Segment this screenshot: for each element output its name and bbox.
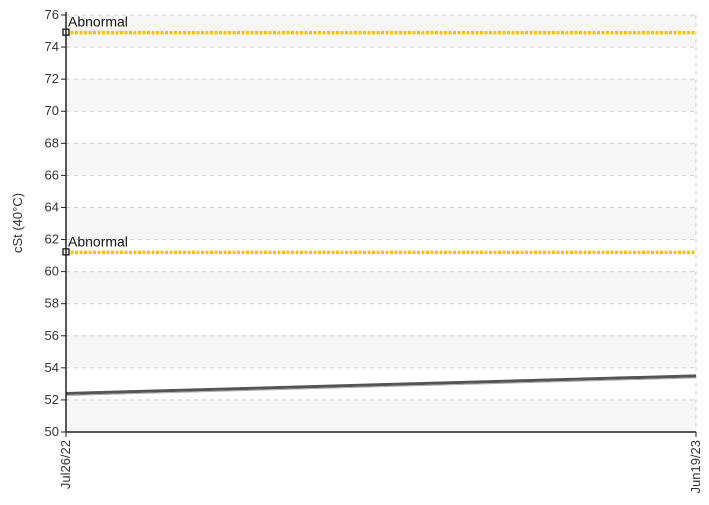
y-tick-label: 72 [45, 71, 59, 86]
y-tick-label: 66 [45, 167, 59, 182]
y-tick-label: 52 [45, 392, 59, 407]
y-tick-label: 50 [45, 424, 59, 439]
grid-band [66, 271, 696, 304]
y-tick-label: 62 [45, 232, 59, 247]
y-tick-label: 76 [45, 7, 59, 22]
grid-lines [65, 14, 697, 432]
y-tick-label: 58 [45, 296, 59, 311]
grid-band [66, 79, 696, 112]
series-line [65, 374, 697, 396]
y-tick-label: 68 [45, 135, 59, 150]
y-tick-labels: 50 52 54 56 58 60 62 64 66 68 70 72 74 76 [45, 7, 66, 439]
y-tick-label: 70 [45, 103, 59, 118]
x-tick-label: Jul26/22 [58, 440, 73, 489]
y-tick-label: 74 [45, 39, 59, 54]
x-tick-label: Jun19/23 [688, 440, 703, 494]
y-tick-label: 54 [45, 360, 59, 375]
limit-label: Abnormal [68, 233, 128, 249]
y-tick-label: 56 [45, 328, 59, 343]
y-tick-label: 60 [45, 264, 59, 279]
x-tick-labels: Jul26/22 Jun19/23 [58, 432, 703, 494]
grid-band [66, 143, 696, 176]
axes [65, 12, 696, 433]
limit-lines: Abnormal Abnormal [62, 14, 696, 256]
series-lines [65, 374, 697, 397]
series-line-shadow [65, 377, 697, 397]
limit-label: Abnormal [68, 14, 128, 30]
grid-band [66, 399, 696, 432]
grid-band [66, 207, 696, 240]
background-bands [66, 15, 696, 432]
y-axis-title: cSt (40°C) [10, 193, 25, 253]
grid-band [66, 335, 696, 368]
y-tick-label: 64 [45, 199, 59, 214]
